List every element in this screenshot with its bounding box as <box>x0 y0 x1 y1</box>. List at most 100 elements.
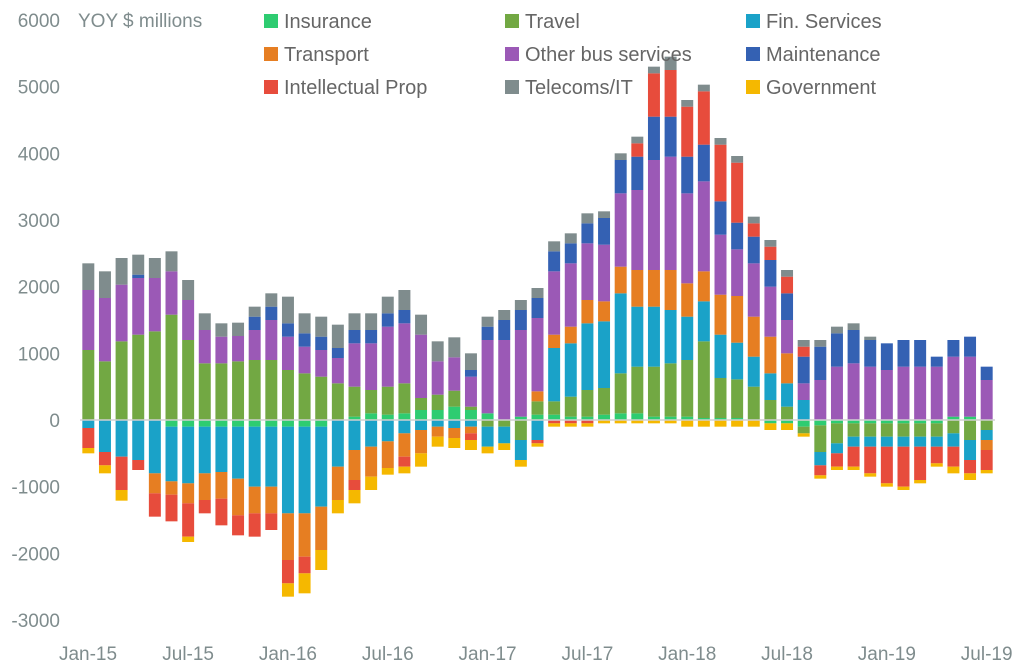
bar-segment <box>182 536 195 542</box>
bar-segment <box>847 323 860 330</box>
bar-segment <box>415 453 428 467</box>
bar-segment <box>365 390 378 414</box>
legend-swatch <box>505 80 519 94</box>
bar-segment <box>232 515 245 536</box>
bar-segment <box>714 334 727 378</box>
bar-segment <box>614 413 627 420</box>
bar-segment <box>914 340 927 367</box>
bar-segment <box>564 326 577 344</box>
bar-segment <box>415 410 428 420</box>
bar-segment <box>248 316 261 330</box>
bar-segment <box>764 246 777 260</box>
bar-segment <box>415 420 428 430</box>
bar-segment <box>947 433 960 447</box>
bar-segment <box>847 446 860 467</box>
bar-segment <box>847 363 860 420</box>
bar-segment <box>498 420 511 427</box>
y-tick-label: -3000 <box>11 611 60 632</box>
bar-segment <box>797 426 810 434</box>
bar-segment <box>864 423 877 437</box>
bar-segment <box>331 324 344 348</box>
bar-segment <box>914 366 927 420</box>
bar-segment <box>248 330 261 360</box>
bar-segment <box>198 313 211 330</box>
bar-segment <box>82 448 95 454</box>
bar-segment <box>115 490 128 501</box>
bar-segment <box>381 326 394 387</box>
bar-segment <box>964 440 977 460</box>
bar-segment <box>731 296 744 343</box>
bar-segment <box>514 416 527 420</box>
bar-segment <box>980 470 993 474</box>
bar-segment <box>415 430 428 454</box>
bar-segment <box>448 337 461 358</box>
bar-segment <box>930 423 943 437</box>
bar-segment <box>614 153 627 160</box>
bar-segment <box>115 284 128 342</box>
bar-segment <box>331 500 344 514</box>
bar-segment <box>614 266 627 294</box>
bar-segment <box>215 426 228 472</box>
bar-segment <box>664 363 677 417</box>
y-tick-label: 2000 <box>18 278 60 299</box>
bar-segment <box>664 310 677 364</box>
bar-segment <box>598 388 611 415</box>
x-tick-label: Jan-16 <box>259 644 317 665</box>
bar-segment <box>797 433 810 437</box>
bar-segment <box>398 310 411 324</box>
bar-segment <box>298 513 311 557</box>
y-tick-label: -2000 <box>11 544 60 565</box>
bar-segment <box>830 420 843 424</box>
bar-segment <box>847 423 860 437</box>
bar-segment <box>781 383 794 407</box>
bar-segment <box>498 426 511 444</box>
bar-segment <box>581 423 594 427</box>
bar-segment <box>581 416 594 420</box>
bar-segment <box>315 420 328 427</box>
legend-label: Telecoms/IT <box>525 77 633 99</box>
x-tick-label: Jul-19 <box>961 644 1013 665</box>
bar-segment <box>398 433 411 457</box>
bar-segment <box>564 420 577 424</box>
bar-segment <box>431 420 444 427</box>
bar-segment <box>647 306 660 367</box>
bar-segment <box>464 353 477 370</box>
bar-segment <box>947 416 960 420</box>
bar-segment <box>531 414 544 420</box>
bar-segment <box>664 420 677 424</box>
bar-segment <box>731 418 744 420</box>
bar-segment <box>581 243 594 300</box>
bar-segment <box>897 366 910 420</box>
bar-segment <box>248 420 261 427</box>
bar-segment <box>381 420 394 442</box>
bar-segment <box>681 416 694 420</box>
bar-segment <box>348 343 361 387</box>
legend-label: Fin. Services <box>766 11 882 33</box>
bars-group <box>82 56 993 597</box>
bar-segment <box>398 383 411 414</box>
bar-segment <box>82 350 95 420</box>
bar-segment <box>348 330 361 344</box>
bar-segment <box>914 446 927 480</box>
bar-segment <box>830 333 843 367</box>
bar-segment <box>814 346 827 380</box>
bar-segment <box>165 494 178 522</box>
bar-segment <box>348 480 361 490</box>
bar-segment <box>265 420 278 427</box>
bar-segment <box>481 316 494 327</box>
bar-segment <box>348 490 361 504</box>
bar-segment <box>814 340 827 347</box>
bar-segment <box>714 378 727 418</box>
bar-segment <box>598 211 611 218</box>
bar-segment <box>265 426 278 487</box>
bar-segment <box>531 298 544 318</box>
bar-segment <box>631 190 644 270</box>
bar-segment <box>132 334 145 420</box>
bar-segment <box>764 240 777 247</box>
bar-segment <box>697 144 710 182</box>
legend-item: Telecoms/IT <box>505 77 633 99</box>
bar-segment <box>880 446 893 484</box>
legend-label: Government <box>766 77 876 99</box>
